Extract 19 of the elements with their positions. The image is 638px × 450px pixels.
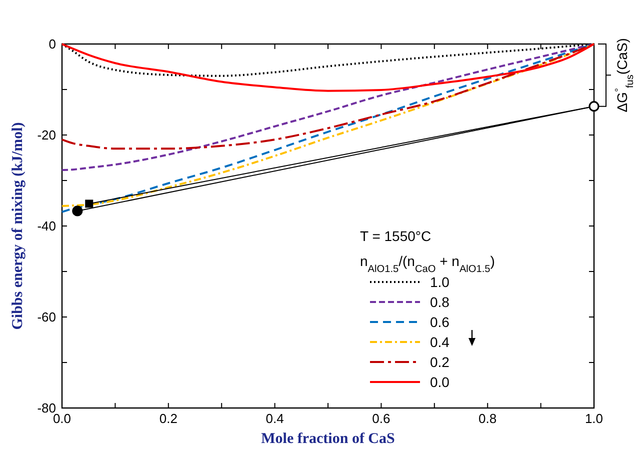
y-tick-label: -20 [37,128,56,142]
legend-label: 0.4 [430,334,450,350]
legend-label: 0.0 [430,374,450,390]
legend-label: 0.8 [430,294,450,310]
x-tick-label: 0.6 [372,411,390,426]
y-axis-title: Gibbs energy of mixing (kJ/mol) [10,122,26,330]
legend-label: 1.0 [430,274,450,290]
annotation: T = 1550°C [360,228,432,244]
legend-label: 0.6 [430,314,450,330]
y-tick-label: 0 [48,36,56,52]
x-tick-label: 0.8 [478,411,497,426]
legend-title: n$_{AlO1.5}$/(n$_{CaO}$ + n$_{AlO1.5}$) [360,253,495,274]
legend-label: 0.2 [430,354,450,370]
y-tick-label: -60 [37,310,56,324]
x-tick-label: 1.0 [584,411,604,426]
x-tick-label: 0.4 [266,411,284,426]
x-axis-title: Mole fraction of CaS [261,431,395,447]
y-tick-label: -40 [37,218,56,234]
x-tick-label: 0.2 [159,411,178,426]
